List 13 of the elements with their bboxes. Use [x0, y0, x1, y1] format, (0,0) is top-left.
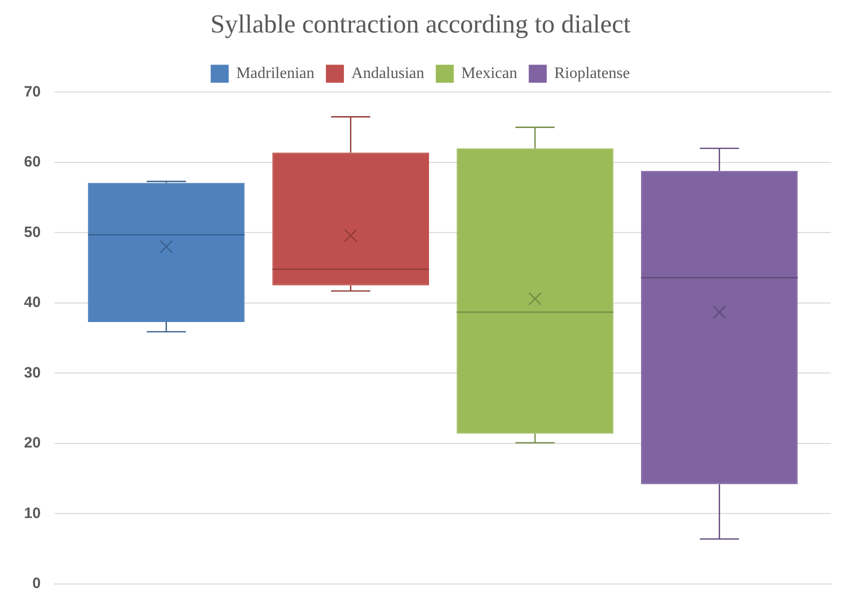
y-tick-label: 10: [24, 504, 41, 522]
legend-label: Madrilenian: [236, 64, 314, 82]
legend-label: Rioplatense: [554, 64, 630, 82]
y-tick-label: 0: [32, 575, 41, 592]
legend-label: Andalusian: [351, 64, 424, 82]
y-tick-label: 50: [24, 224, 41, 241]
chart-title: Syllable contraction according to dialect: [210, 9, 632, 38]
y-tick-label: 20: [24, 434, 41, 452]
y-tick-label: 60: [24, 154, 41, 171]
legend-label: Mexican: [461, 64, 518, 82]
y-tick-label: 40: [24, 294, 41, 312]
y-tick-label: 30: [24, 364, 41, 382]
y-tick-label: 70: [24, 83, 41, 100]
